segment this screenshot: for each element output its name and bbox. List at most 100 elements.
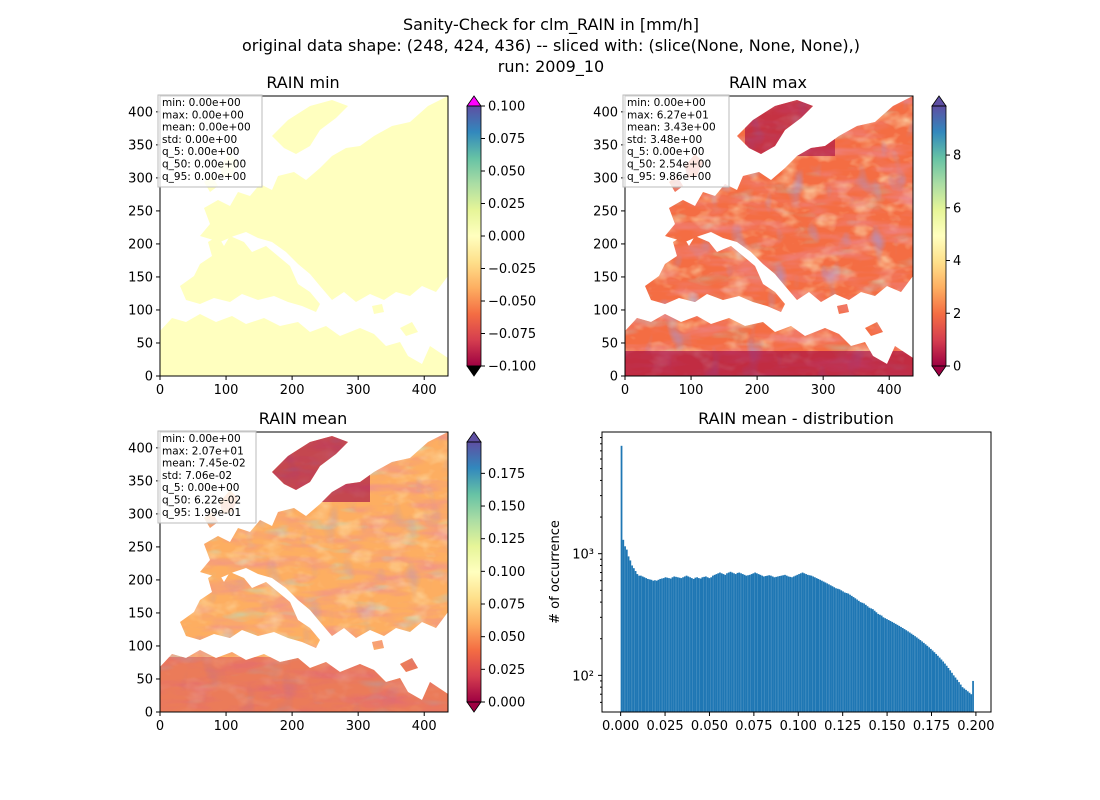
suptitle-line-3: run: 2009_10 — [498, 57, 604, 77]
histogram-bar — [924, 644, 927, 712]
histogram-bar — [852, 597, 855, 712]
histogram-bar — [748, 574, 751, 712]
x-tick-label: 400 — [877, 383, 902, 398]
histogram-bar — [875, 612, 878, 712]
colorbar: 0.100 0.075 0.050 0.025 0.000 −0.025 −0.050 −0.… — [466, 95, 536, 377]
histogram-bar — [908, 632, 911, 712]
histogram-bar — [815, 578, 818, 712]
histogram-bar — [777, 576, 779, 712]
y-tick-label: 100 — [128, 639, 153, 654]
histogram-bar — [893, 622, 895, 712]
stats-line: mean: 7.45e-02 — [162, 458, 246, 470]
histogram-bar — [799, 573, 802, 712]
x-tick-label: 300 — [346, 719, 371, 734]
histogram-bar — [664, 577, 667, 712]
histogram-bar — [880, 615, 883, 712]
histogram-bar — [915, 637, 918, 712]
histogram-bar — [900, 626, 902, 712]
y-tick-label: 0 — [145, 370, 153, 385]
histogram-bar — [887, 620, 890, 712]
y-tick-label: 200 — [593, 237, 618, 252]
stats-line: std: 7.06e-02 — [162, 470, 232, 482]
y-tick-label: 10³ — [572, 548, 594, 563]
histogram-bar — [942, 661, 945, 712]
y-axis-label: # of occurrence — [548, 520, 563, 624]
colorbar-tick-label: −0.025 — [488, 262, 536, 277]
y-tick-label: 350 — [593, 138, 618, 153]
histogram-bar — [625, 549, 628, 712]
histogram-bar — [970, 694, 973, 712]
stats-line: std: 0.00e+00 — [162, 134, 237, 146]
histogram-bar — [712, 575, 714, 712]
histogram-bar — [805, 574, 807, 712]
histogram-bar — [921, 641, 923, 712]
histogram-bar — [968, 692, 971, 712]
histogram-bar — [641, 576, 644, 712]
y-tick-label: 200 — [128, 573, 153, 588]
colorbar-gradient — [467, 106, 481, 366]
stats-line: q_50: 0.00e+00 — [162, 159, 246, 171]
colorbar-gradient — [932, 106, 946, 366]
histogram-bar — [647, 578, 649, 712]
histogram-bar — [671, 577, 674, 712]
histogram-bar — [766, 575, 769, 712]
histogram-bar — [761, 575, 764, 712]
histogram-bars — [620, 445, 974, 712]
y-tick-label: 10² — [572, 669, 594, 684]
colorbar-tick-label: 0.050 — [488, 165, 525, 180]
histogram-bar — [773, 577, 776, 712]
histogram-bar — [910, 633, 913, 712]
histogram-bar — [662, 578, 665, 712]
x-tick-label: 0.200 — [957, 719, 994, 734]
stats-line: q_95: 1.99e-01 — [162, 507, 241, 519]
histogram-bar — [819, 579, 822, 712]
y-tick-label: 400 — [128, 441, 153, 456]
histogram-bar — [789, 576, 792, 712]
histogram-bar — [717, 573, 720, 712]
histogram-bar — [824, 582, 827, 712]
colorbar-extend-max — [466, 95, 482, 107]
histogram-bar — [798, 574, 800, 712]
histogram-bar — [917, 638, 920, 712]
y-tick-label: 50 — [136, 336, 153, 351]
histogram-bar — [726, 573, 728, 712]
histogram-bar — [690, 578, 693, 712]
histogram-bar — [673, 576, 676, 712]
histogram-bar — [847, 593, 850, 712]
histogram-bar — [951, 672, 953, 712]
histogram-bar — [864, 604, 867, 712]
histogram-bar — [780, 575, 783, 712]
colorbar-tick-label: 0.125 — [488, 532, 525, 547]
histogram-bar — [838, 589, 841, 712]
colorbar-tick-label: 0 — [953, 360, 961, 375]
colorbar-tick-label: −0.075 — [488, 327, 536, 342]
axis-ticks: 0.000 0.025 0.050 0.075 0.100 0.125 0.150 0.175… — [572, 437, 995, 734]
histogram-bar — [697, 578, 700, 712]
histogram-bar — [778, 576, 781, 712]
histogram-bar — [859, 602, 862, 712]
histogram-bar — [666, 577, 669, 712]
histogram-bar — [817, 578, 820, 712]
panel-title: RAIN min — [266, 73, 339, 92]
x-tick-label: 0.175 — [913, 719, 950, 734]
histogram-bar — [912, 634, 915, 712]
histogram-bar — [857, 600, 860, 712]
plot-frame — [624, 95, 914, 377]
stats-box-frame — [157, 430, 257, 524]
histogram-bar — [828, 584, 830, 712]
histogram-bar — [720, 573, 723, 712]
x-tick-label: 100 — [214, 719, 239, 734]
histogram-bar — [752, 573, 755, 712]
stats-line: max: 2.07e+01 — [162, 445, 244, 457]
histogram-bar — [668, 578, 670, 712]
stats-line: max: 6.27e+01 — [627, 109, 709, 121]
histogram-bar — [659, 578, 662, 712]
histogram-bar — [685, 575, 688, 712]
histogram-bar — [638, 575, 640, 712]
histogram-bar — [689, 577, 691, 712]
histogram-bar — [645, 578, 648, 712]
histogram-bar — [654, 580, 656, 712]
histogram-bar — [937, 655, 939, 712]
histogram-bar — [696, 577, 698, 712]
histogram-bar — [952, 675, 955, 712]
